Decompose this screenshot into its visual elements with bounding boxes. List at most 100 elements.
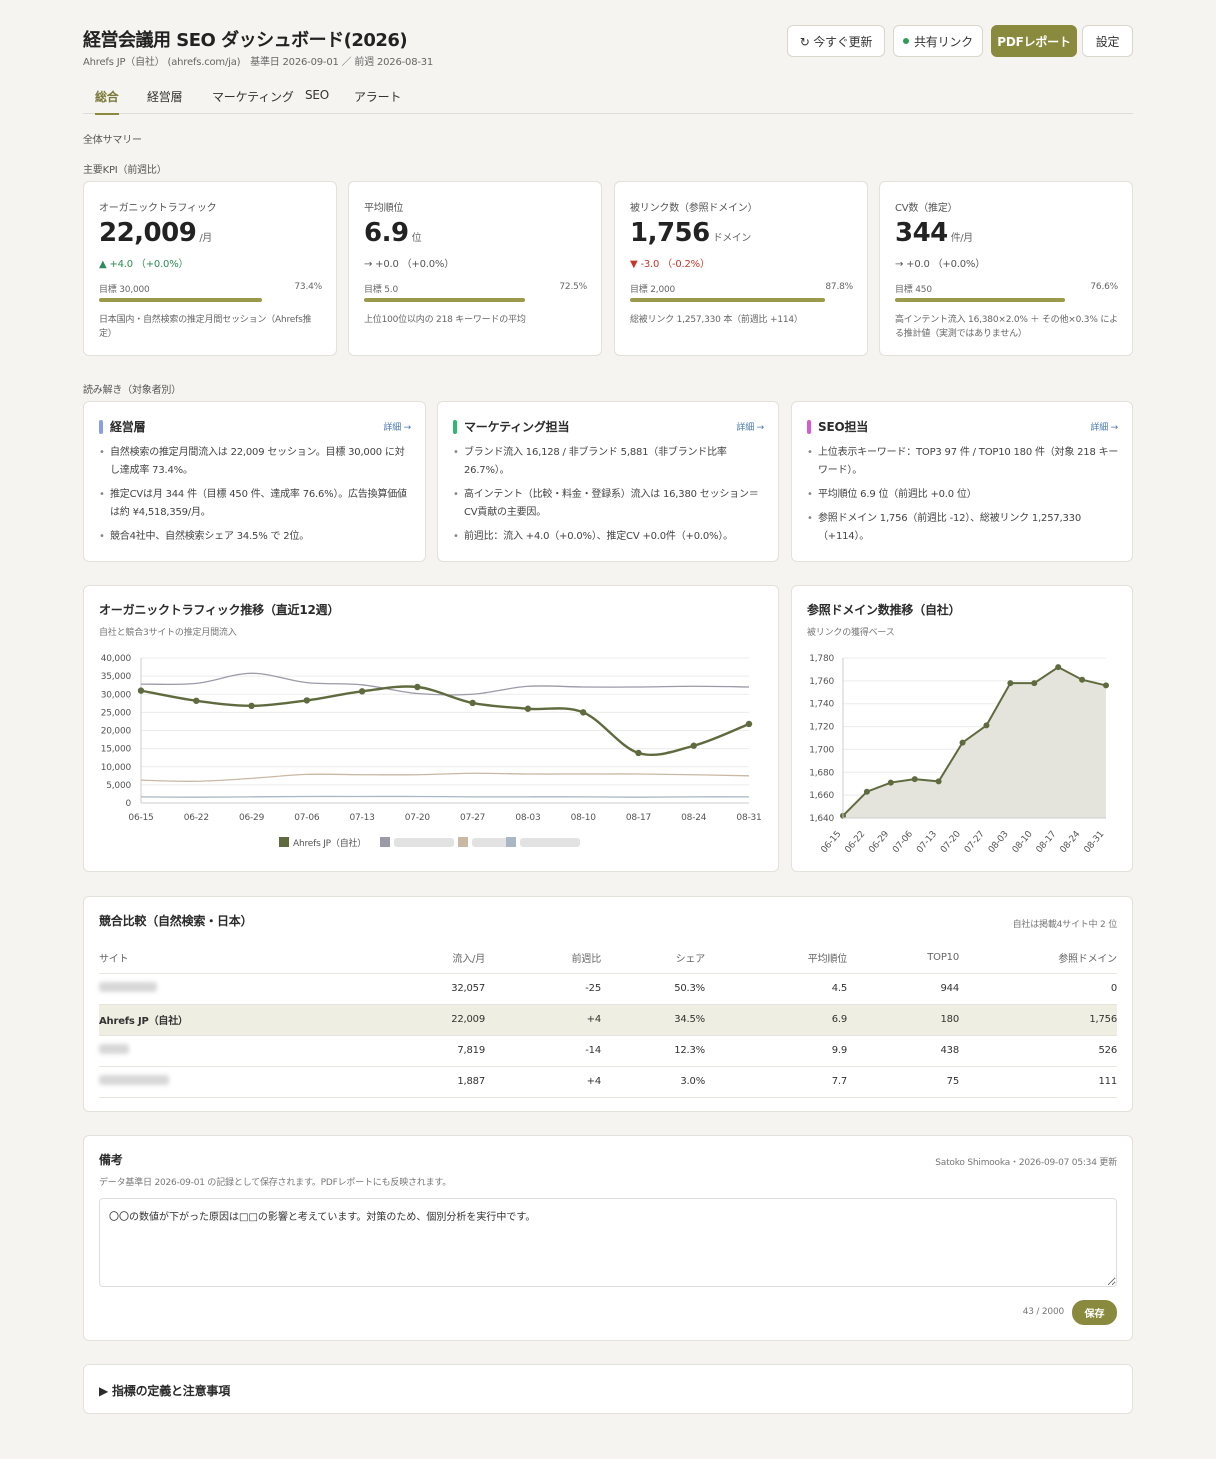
kpi-value: 22,009/月 — [99, 218, 212, 248]
wow-cell: +4 — [485, 1066, 601, 1098]
rank-cell: 6.9 — [705, 1004, 847, 1036]
y-tick-label: 5,000 — [106, 781, 131, 791]
top10-cell: 438 — [847, 1035, 959, 1067]
kpi-progress-bar — [364, 298, 525, 302]
kpi-value: 1,756 ドメイン — [630, 218, 751, 248]
notes-title: 備考 — [99, 1153, 123, 1167]
series-line — [842, 665, 1107, 817]
tab-executive[interactable]: 経営層 — [147, 90, 183, 104]
data-point — [887, 779, 894, 786]
data-point — [1103, 682, 1109, 689]
detail-link[interactable]: 詳細 → — [383, 423, 411, 433]
kpi-card-traffic: オーガニックトラフィック 22,009/月 ▲ +4.0 （+0.0%） 目標 … — [83, 181, 337, 356]
detail-link[interactable]: 詳細 → — [1090, 423, 1118, 433]
kpi-progress-bar — [99, 298, 262, 302]
table-row: 1,887 +4 3.0% 7.7 75 111 — [99, 1066, 1117, 1098]
list-item: 前週比：流入 +4.0（+0.0%）、推定CV +0.0件（+0.0%）。 — [453, 528, 766, 546]
x-tick-label: 06-15 — [128, 813, 153, 823]
column-header[interactable]: 前週比 — [485, 942, 601, 974]
x-tick-label: 07-13 — [350, 813, 375, 823]
notes-textarea[interactable]: 〇〇の数値が下がった原因は□□の影響と考えています。対策のため、個別分析を実行中… — [99, 1198, 1117, 1287]
column-header[interactable]: 平均順位 — [705, 942, 847, 974]
list-item: 自然検索の推定月間流入は 22,009 セッション。目標 30,000 に対し達… — [99, 444, 413, 480]
settings-button[interactable]: 設定 — [1082, 25, 1133, 57]
kpi-label: オーガニックトラフィック — [99, 203, 217, 214]
save-button[interactable]: 保存 — [1072, 1300, 1117, 1325]
x-tick-label: 06-29 — [867, 829, 891, 855]
tab-marketing[interactable]: マーケティング — [212, 90, 294, 104]
column-header[interactable]: TOP10 — [847, 942, 959, 974]
tab-alerts[interactable]: アラート — [354, 90, 402, 104]
column-header[interactable]: 流入/月 — [349, 942, 485, 974]
tab-bar: 総合 経営層 マーケティング SEO アラート — [83, 86, 1133, 115]
pdf-report-button[interactable]: PDFレポート — [991, 25, 1077, 57]
site-cell — [99, 973, 349, 1005]
competitor-table: サイト 流入/月 前週比 シェア 平均順位 TOP10 参照ドメイン 32,05… — [99, 942, 1117, 1098]
kpi-label: CV数（推定） — [895, 203, 958, 214]
legend-swatch — [458, 837, 468, 847]
list-item: 推定CVは月 344 件（目標 450 件、達成率 76.6%）。広告換算価値は… — [99, 486, 413, 522]
tab-overview[interactable]: 総合 — [95, 88, 119, 115]
column-header[interactable]: サイト — [99, 942, 349, 974]
x-tick-label: 06-29 — [239, 813, 265, 823]
top10-cell: 180 — [847, 1004, 959, 1036]
reading-list: 自然検索の推定月間流入は 22,009 セッション。目標 30,000 に対し達… — [99, 444, 413, 552]
x-tick-label: 07-06 — [891, 829, 915, 855]
series-line — [140, 772, 750, 782]
definitions-accordion[interactable]: ▶ 指標の定義と注意事項 — [83, 1364, 1133, 1414]
y-tick-label: 40,000 — [101, 654, 132, 664]
kpi-card-backlinks: 被リンク数（参照ドメイン） 1,756 ドメイン ▼ -3.0 （-0.2%） 目… — [614, 181, 868, 356]
x-tick-label: 06-22 — [843, 830, 867, 856]
reading-title: マーケティング担当 — [453, 418, 569, 435]
series-line — [140, 795, 750, 798]
column-header[interactable]: 参照ドメイン — [959, 942, 1117, 974]
domains-cell: 1,756 — [959, 1004, 1117, 1036]
x-tick-label: 08-10 — [1011, 829, 1035, 855]
redacted-site-name — [99, 982, 157, 992]
reading-title: 経営層 — [99, 418, 146, 435]
data-point — [745, 720, 753, 728]
y-tick-label: 10,000 — [101, 763, 132, 773]
redacted-site-name — [99, 1075, 169, 1085]
data-point — [1079, 676, 1086, 683]
refresh-button[interactable]: ↻ 今すぐ更新 — [787, 25, 885, 57]
x-tick-label: 08-17 — [1035, 830, 1059, 856]
top10-cell: 75 — [847, 1066, 959, 1098]
reading-list: 上位表示キーワード：TOP3 97 件 / TOP10 180 件（対象 218… — [807, 444, 1120, 552]
chart-subtitle: 被リンクの獲得ベース — [807, 628, 895, 638]
domains-cell: 0 — [959, 973, 1117, 1005]
data-point — [983, 722, 990, 729]
kpi-target: 目標 5.0 — [364, 285, 398, 295]
chart-subtitle: 自社と競合3サイトの推定月間流入 — [99, 628, 237, 638]
marker-icon — [453, 419, 457, 434]
redacted-legend-label — [520, 838, 580, 847]
share-link-button[interactable]: 共有リンク — [893, 25, 983, 57]
domains-cell: 111 — [959, 1066, 1117, 1098]
site-cell — [99, 1035, 349, 1067]
domains-cell: 526 — [959, 1035, 1117, 1067]
x-tick-label: 08-24 — [1059, 829, 1083, 855]
y-tick-label: 1,780 — [809, 654, 834, 664]
site-cell: Ahrefs JP（自社） — [99, 1004, 349, 1036]
wow-cell: -25 — [485, 973, 601, 1005]
reading-card-seo: SEO担当 詳細 → 上位表示キーワード：TOP3 97 件 / TOP10 1… — [791, 401, 1133, 562]
detail-link[interactable]: 詳細 → — [736, 423, 764, 433]
x-tick-label: 08-03 — [987, 830, 1011, 856]
tab-seo[interactable]: SEO — [305, 88, 330, 102]
kpi-percent: 73.4% — [294, 282, 322, 292]
x-tick-label: 08-03 — [515, 813, 540, 823]
list-item: 参照ドメイン 1,756（前週比 -12）、総被リンク 1,257,330（+1… — [807, 510, 1120, 546]
data-point — [1055, 664, 1062, 671]
reading-card-marketing: マーケティング担当 詳細 → ブランド流入 16,128 / 非ブランド 5,8… — [437, 401, 779, 562]
list-item: 競合4社中、自然検索シェア 34.5% で 2位。 — [99, 528, 413, 546]
legend-swatch — [506, 837, 516, 847]
competitor-card: 競合比較（自然検索・日本） 自社は掲載4サイト中 2 位 サイト 流入/月 前週… — [83, 896, 1133, 1112]
kpi-note: 総被リンク 1,257,330 本（前週比 +114） — [630, 315, 803, 325]
area-fill — [843, 667, 1106, 818]
reading-title: SEO担当 — [807, 418, 868, 435]
table-header-row: サイト 流入/月 前週比 シェア 平均順位 TOP10 参照ドメイン — [99, 942, 1117, 974]
share-link-label: 共有リンク — [913, 34, 973, 49]
kpi-delta: → +0.0 （+0.0%） — [364, 259, 455, 270]
list-item: ブランド流入 16,128 / 非ブランド 5,881（非ブランド比率 26.7… — [453, 444, 766, 480]
column-header[interactable]: シェア — [601, 942, 705, 974]
